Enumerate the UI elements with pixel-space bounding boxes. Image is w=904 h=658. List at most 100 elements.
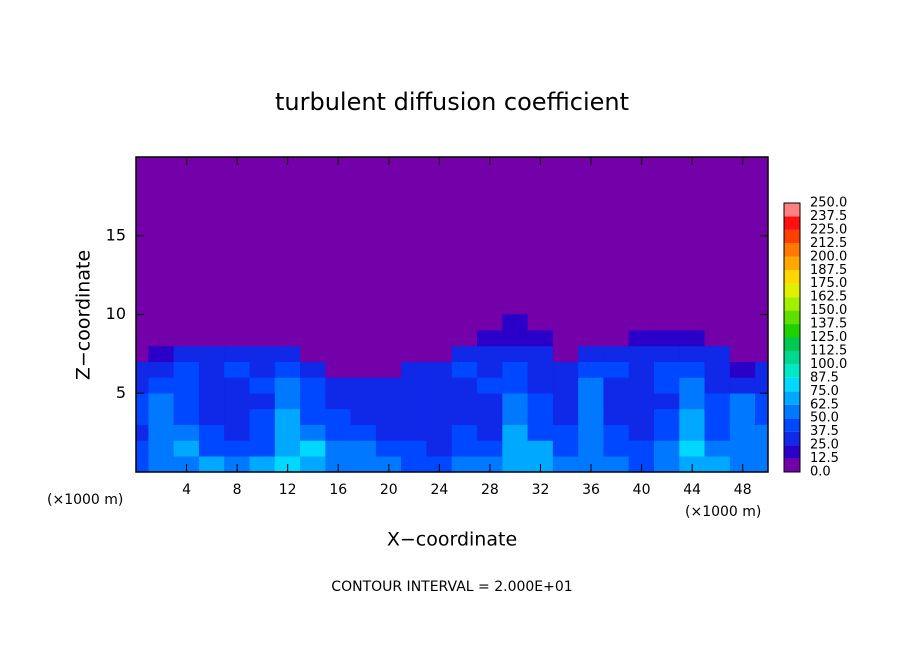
field-cell <box>173 330 200 347</box>
field-cell <box>603 408 630 425</box>
field-cell <box>552 424 579 441</box>
field-cell <box>552 377 579 394</box>
field-cell <box>148 393 175 410</box>
field-cell <box>552 330 579 347</box>
field-cell <box>502 456 529 473</box>
field-cell <box>249 393 276 410</box>
colorbar-label: 0.0 <box>810 465 831 480</box>
field-cell <box>135 408 149 425</box>
field-cell <box>148 440 175 457</box>
field-cell <box>426 314 453 331</box>
field-cell <box>552 440 579 457</box>
field-cell <box>502 345 529 362</box>
field-cell <box>249 377 276 394</box>
colorbar-label: 187.5 <box>810 263 847 278</box>
field-cell <box>653 456 680 473</box>
field-cell <box>300 440 326 457</box>
field-cell <box>375 424 402 441</box>
field-cell <box>502 393 529 410</box>
x-tick-label: 32 <box>532 482 550 498</box>
field-cell <box>729 440 756 457</box>
field-cell <box>274 440 301 457</box>
colorbar-label: 25.0 <box>810 438 839 453</box>
field-cell <box>578 408 604 425</box>
field-cell <box>704 440 731 457</box>
field-cell <box>653 408 680 425</box>
field-cell <box>426 330 453 347</box>
colorbar-label: 37.5 <box>810 424 839 439</box>
x-tick-label: 48 <box>734 482 752 498</box>
field-cell <box>628 345 655 362</box>
field-cell <box>653 314 680 331</box>
field-cell <box>603 361 630 378</box>
field-cell <box>729 345 756 362</box>
field-cell <box>729 377 756 394</box>
field-cell <box>628 393 655 410</box>
field-cell <box>135 440 149 457</box>
field-cell <box>477 361 503 378</box>
field-cell <box>401 377 427 394</box>
field-cell <box>679 330 706 347</box>
field-cell <box>401 440 427 457</box>
field-cell <box>224 440 251 457</box>
field-cell <box>477 330 503 347</box>
field-cell <box>375 330 402 347</box>
field-cell <box>578 314 604 331</box>
field-cell <box>224 393 251 410</box>
field-cell <box>300 377 326 394</box>
colorbar-label: 225.0 <box>810 222 847 237</box>
x-tick-label: 40 <box>633 482 651 498</box>
field-cell <box>603 377 630 394</box>
field-cell <box>653 330 680 347</box>
field-cell <box>274 314 301 331</box>
field-cell <box>350 361 377 378</box>
field-cell <box>401 408 427 425</box>
colorbar-label: 137.5 <box>810 317 847 332</box>
field-cell <box>300 424 326 441</box>
field-cell <box>527 393 554 410</box>
x-unit-label: (×1000 m) <box>685 504 761 520</box>
field-cell <box>704 345 731 362</box>
colorbar-swatch <box>784 310 800 325</box>
field-cell <box>325 314 352 331</box>
field-cell <box>135 361 149 378</box>
field-cell <box>325 330 352 347</box>
field-cell <box>325 361 352 378</box>
field-cell <box>300 393 326 410</box>
field-cell <box>274 408 301 425</box>
field-cell <box>502 440 529 457</box>
field-cell <box>350 345 377 362</box>
field-cell <box>755 424 769 441</box>
y-unit-label: (×1000 m) <box>47 492 123 508</box>
field-cell <box>653 424 680 441</box>
field-cell <box>173 424 200 441</box>
x-tick-label: 24 <box>430 482 448 498</box>
field-cell <box>426 424 453 441</box>
field-cell <box>477 393 503 410</box>
field-cell <box>502 314 529 331</box>
field-cell <box>401 314 427 331</box>
field-cell <box>527 361 554 378</box>
field-cell <box>148 456 175 473</box>
field-cell <box>274 393 301 410</box>
field-cell <box>704 393 731 410</box>
field-cell <box>148 408 175 425</box>
field-cell <box>224 424 251 441</box>
field-cell <box>653 440 680 457</box>
colorbar-label: 200.0 <box>810 249 847 264</box>
field-cell <box>755 330 769 347</box>
field-cell <box>578 330 604 347</box>
field-cell <box>325 393 352 410</box>
field-cell <box>148 361 175 378</box>
field-cell <box>148 330 175 347</box>
colorbar-label: 175.0 <box>810 276 847 291</box>
field-cell <box>628 408 655 425</box>
field-cell <box>249 408 276 425</box>
field-cell <box>135 330 149 347</box>
field-cell <box>350 424 377 441</box>
x-tick-label: 28 <box>481 482 499 498</box>
field-cell <box>325 424 352 441</box>
field-cell <box>653 361 680 378</box>
field-cell <box>755 361 769 378</box>
